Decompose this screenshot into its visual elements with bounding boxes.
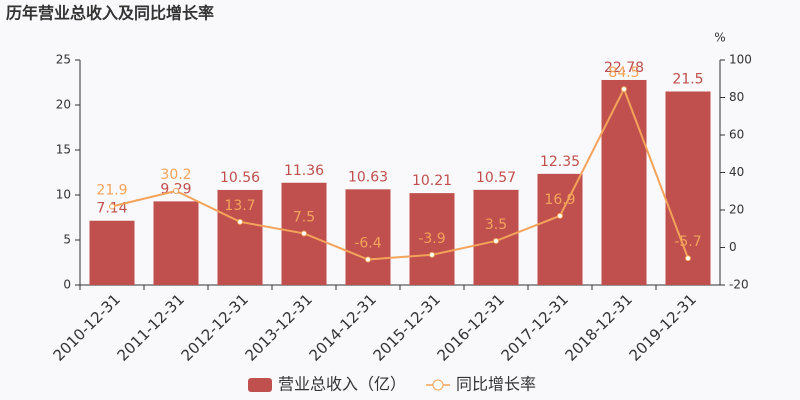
line-point	[365, 256, 371, 263]
y-tick-label: 20	[56, 98, 71, 112]
bar	[601, 79, 647, 285]
y2-axis-label: %	[714, 31, 725, 45]
chart-title: 历年营业总收入及同比增长率	[6, 4, 214, 23]
line-point	[557, 212, 563, 219]
bar-value-label: 12.35	[540, 154, 580, 170]
line-value-label: -3.9	[418, 231, 445, 247]
legend-label[interactable]: 同比增长率	[456, 375, 536, 394]
line-value-label: -5.7	[674, 234, 701, 250]
bar	[409, 193, 455, 285]
line-value-label: -6.4	[354, 236, 381, 252]
line-value-label: 84.5	[608, 65, 639, 81]
line-point	[493, 237, 499, 244]
line-point	[173, 187, 179, 194]
bar	[537, 173, 583, 285]
legend-label[interactable]: 营业总收入（亿）	[278, 375, 406, 394]
legend-swatch[interactable]	[248, 378, 272, 392]
line-value-label: 13.7	[224, 198, 255, 214]
line-value-label: 7.5	[293, 209, 315, 225]
bar-value-label: 10.57	[476, 170, 516, 186]
line-value-label: 30.2	[160, 167, 191, 183]
bar	[473, 189, 519, 285]
line-point	[237, 218, 243, 225]
y-tick-label: 5	[63, 233, 71, 247]
bar-value-label: 21.5	[672, 72, 703, 88]
bar-value-label: 10.21	[412, 173, 452, 189]
bar-value-label: 10.63	[348, 169, 388, 185]
y2-tick-label: 0	[729, 240, 737, 254]
line-point	[621, 86, 627, 93]
line-value-label: 21.9	[96, 182, 127, 198]
y2-tick-label: 100	[729, 53, 752, 67]
bar	[89, 220, 135, 285]
line-value-label: 16.9	[544, 192, 575, 208]
y-tick-label: 15	[56, 143, 71, 157]
y2-tick-label: -20	[729, 278, 749, 292]
y2-tick-label: 80	[729, 90, 744, 104]
line	[111, 86, 689, 261]
legend-swatch-point[interactable]	[432, 379, 444, 391]
line-point	[109, 203, 115, 210]
bar-value-label: 10.56	[220, 170, 260, 186]
line-value-label: 3.5	[485, 217, 507, 233]
y2-tick-label: 20	[729, 203, 744, 217]
line-point	[685, 255, 691, 262]
bar	[665, 91, 711, 285]
line-point	[301, 230, 307, 237]
y2-tick-label: 60	[729, 128, 744, 142]
bar	[153, 201, 199, 285]
y-tick-label: 25	[56, 53, 71, 67]
line-point	[429, 251, 435, 258]
bar	[217, 189, 263, 285]
y-tick-label: 10	[56, 188, 71, 202]
y2-tick-label: 40	[729, 165, 744, 179]
bar-value-label: 22.78	[604, 60, 644, 76]
bar-value-label: 11.36	[284, 163, 324, 179]
y-tick-label: 0	[63, 278, 71, 292]
bar	[345, 189, 391, 285]
